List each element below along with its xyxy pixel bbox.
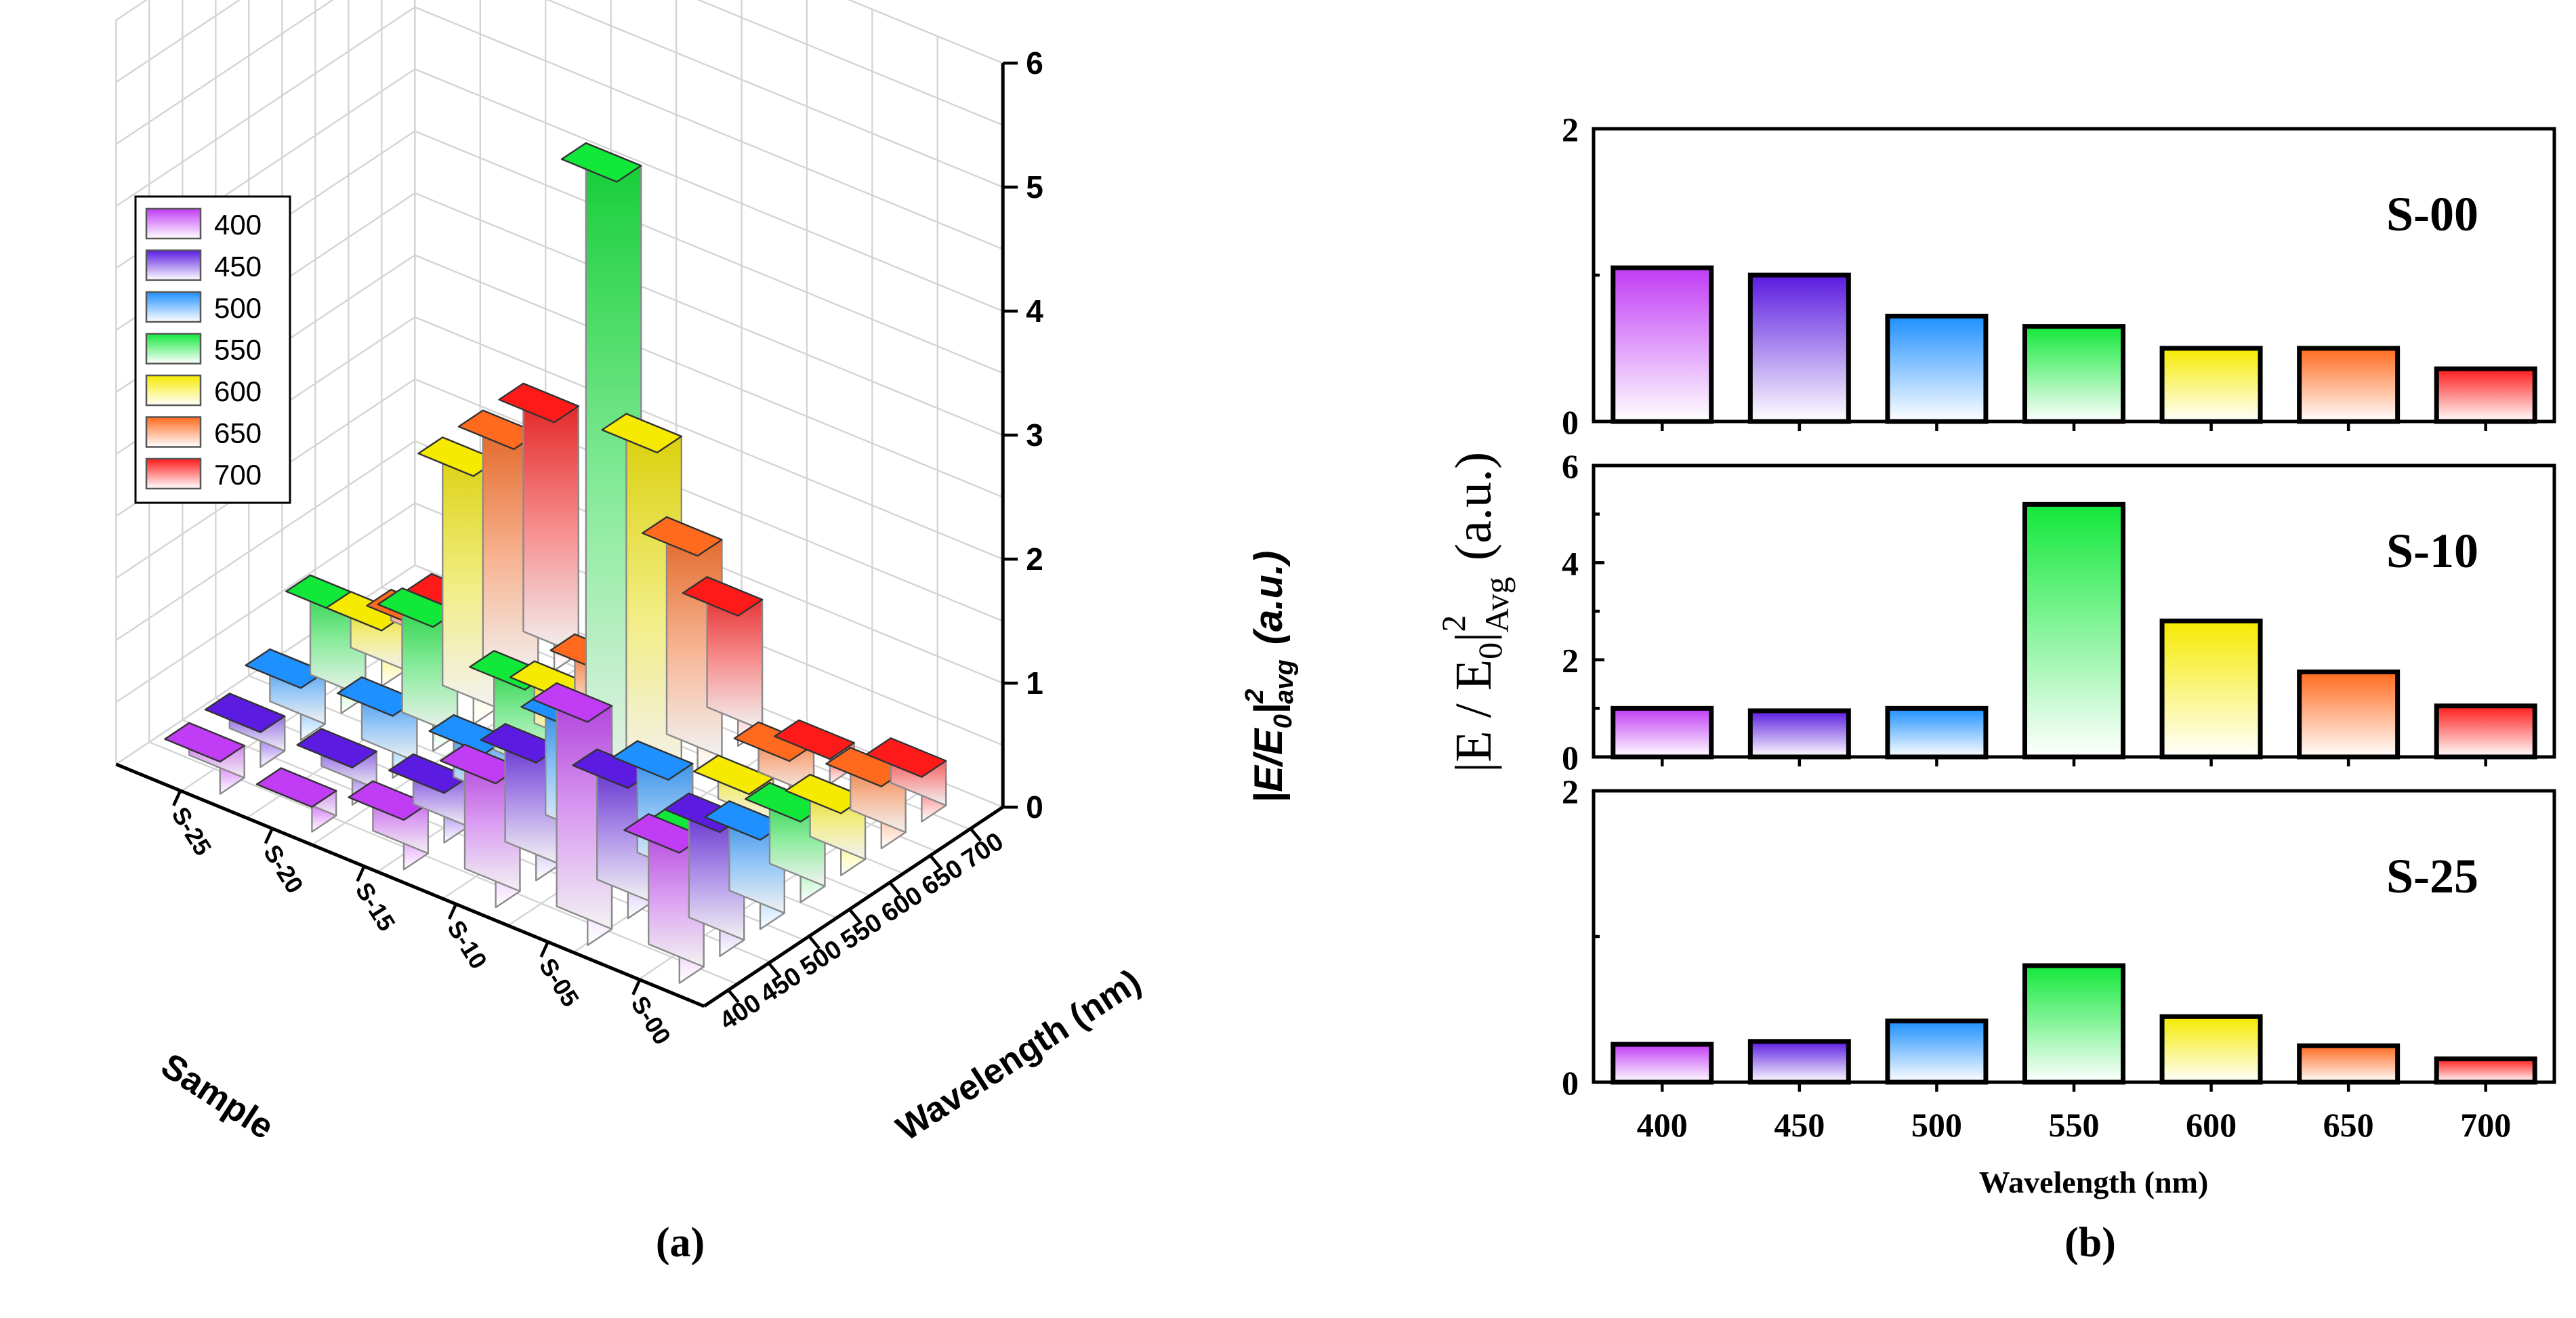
x-axis-label: Wavelength (nm) xyxy=(890,962,1148,1149)
bar xyxy=(1747,272,1851,424)
bar xyxy=(1885,705,1989,760)
y-tick-label: 2 xyxy=(1562,110,1579,148)
panel-a-bars xyxy=(164,142,947,984)
y-tick-label: S-05 xyxy=(534,953,585,1012)
bar xyxy=(1611,705,1714,760)
bar xyxy=(1747,1039,1851,1085)
subplot-label: S-25 xyxy=(2386,849,2478,903)
legend-label: 500 xyxy=(214,292,262,324)
y-tick-label: 0 xyxy=(1562,1064,1579,1102)
bar xyxy=(2434,1056,2537,1085)
legend: 400 450 500 550 600 650 700 xyxy=(134,195,291,504)
x-tick-label: 650 xyxy=(2323,1106,2374,1144)
y-tick-label: S-20 xyxy=(258,840,309,898)
z-tick-label: 2 xyxy=(1026,541,1043,577)
bar xyxy=(1747,708,1851,760)
bar xyxy=(1885,1018,1989,1085)
bar xyxy=(1611,1042,1714,1085)
z-tick-label: 3 xyxy=(1026,417,1043,453)
bar xyxy=(2022,501,2125,760)
legend-label: 700 xyxy=(214,459,262,491)
x-tick-label: 600 xyxy=(2186,1106,2237,1144)
legend-swatch xyxy=(145,416,202,448)
bar xyxy=(2434,703,2537,760)
bar-3d xyxy=(255,767,337,833)
legend-label: 550 xyxy=(214,334,262,366)
bar xyxy=(1885,313,1989,424)
x-tick-label: 500 xyxy=(1911,1106,1962,1144)
bar-3d xyxy=(682,576,764,747)
z-axis-label: |E/E0|2avg(a.u.) xyxy=(1241,551,1299,803)
subplot-s-25: 0 2 S-25 xyxy=(1562,773,2556,1102)
y-tick-label: S-25 xyxy=(166,802,217,860)
bar-3d xyxy=(296,728,377,806)
z-tick-label: 5 xyxy=(1026,169,1043,205)
legend-label: 400 xyxy=(214,209,262,241)
bar xyxy=(2022,963,2125,1085)
bar-3d xyxy=(204,693,286,768)
bar-3d xyxy=(825,747,907,850)
bar xyxy=(2434,366,2537,424)
bar xyxy=(2297,1043,2401,1085)
y-tick-label: 6 xyxy=(1562,447,1579,485)
y-tick-label: S-00 xyxy=(625,991,676,1049)
legend-swatch xyxy=(145,374,202,407)
x-tick-label: 450 xyxy=(1774,1106,1825,1144)
y-tick-label: 0 xyxy=(1562,739,1579,777)
x-tick-label: 700 xyxy=(2460,1106,2511,1144)
z-tick-label: 0 xyxy=(1026,789,1043,825)
y-axis-label-b: |E / E0|2 Avg(a.u.) xyxy=(1434,452,1516,773)
bar xyxy=(2297,346,2401,424)
bar xyxy=(2159,1014,2263,1085)
subplot-s-10: 0 2 4 6 S-10 xyxy=(1562,447,2556,777)
panel-a-3d-bar-chart: 0 1 2 3 4 5 6 400 450 500 550 600 650 700 S-00 S-05 S-10… xyxy=(115,0,1299,1266)
subplot-label: S-00 xyxy=(2386,187,2478,241)
bar-3d xyxy=(865,737,947,823)
panel-b-label: (b) xyxy=(2064,1220,2116,1266)
legend-swatch xyxy=(145,457,202,490)
bar xyxy=(2022,324,2125,424)
panel-a-label: (a) xyxy=(656,1220,705,1266)
y-tick-label: S-15 xyxy=(350,878,401,936)
legend-label: 600 xyxy=(214,375,262,407)
y-axis-label: Sample xyxy=(154,1046,281,1147)
x-tick-label: 550 xyxy=(2049,1106,2100,1144)
y-tick-label: 0 xyxy=(1562,403,1579,441)
z-tick-label: 6 xyxy=(1026,45,1043,81)
bar xyxy=(2159,346,2263,424)
subplot-s-00: 0 2 S-00 xyxy=(1562,110,2556,441)
y-tick-label: 2 xyxy=(1562,642,1579,680)
bar-3d xyxy=(348,780,429,871)
z-tick-label: 4 xyxy=(1026,293,1043,329)
bar xyxy=(1611,265,1714,424)
bar-3d xyxy=(245,648,326,741)
bar xyxy=(2159,618,2263,760)
bar-3d xyxy=(164,722,245,795)
bar-3d xyxy=(498,382,579,672)
legend-swatch xyxy=(145,333,202,365)
x-tick-label: 400 xyxy=(1637,1106,1688,1144)
legend-swatch xyxy=(145,207,202,240)
y-tick-label: S-10 xyxy=(442,915,493,974)
legend-swatch xyxy=(145,249,202,281)
z-tick-label: 1 xyxy=(1026,665,1043,701)
bar xyxy=(2297,670,2401,760)
legend-swatch xyxy=(145,291,202,323)
x-axis-label-b: Wavelength (nm) xyxy=(1979,1165,2209,1199)
subplot-label: S-10 xyxy=(2386,524,2478,578)
legend-label: 650 xyxy=(214,417,262,449)
legend-label: 450 xyxy=(214,251,262,283)
y-tick-label: 4 xyxy=(1562,544,1579,582)
y-tick-label: 2 xyxy=(1562,773,1579,810)
